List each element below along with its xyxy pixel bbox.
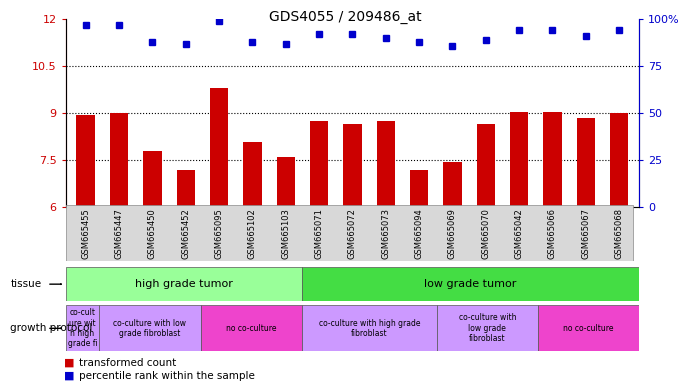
Text: co-culture with
low grade
fibroblast: co-culture with low grade fibroblast <box>459 313 516 343</box>
Bar <box>276 157 295 207</box>
Bar <box>210 88 228 207</box>
Text: GSM665066: GSM665066 <box>548 208 557 259</box>
Bar <box>243 142 262 207</box>
Bar <box>310 121 328 207</box>
Text: no co-culture: no co-culture <box>563 324 614 333</box>
Text: no co-culture: no co-culture <box>226 324 276 333</box>
Bar <box>410 170 428 207</box>
Bar <box>66 305 100 351</box>
Text: GDS4055 / 209486_at: GDS4055 / 209486_at <box>269 10 422 23</box>
Text: GSM665094: GSM665094 <box>415 208 424 259</box>
Text: GSM665095: GSM665095 <box>214 208 223 259</box>
Bar <box>377 121 395 207</box>
Bar <box>66 267 302 301</box>
Bar <box>302 267 639 301</box>
Bar <box>543 112 562 207</box>
Text: GSM665068: GSM665068 <box>615 208 624 259</box>
Text: GSM665447: GSM665447 <box>115 208 124 259</box>
Text: low grade tumor: low grade tumor <box>424 279 517 289</box>
Text: GSM665103: GSM665103 <box>281 208 290 259</box>
Bar <box>610 113 628 207</box>
Text: co-cult
ure wit
h high
grade fi: co-cult ure wit h high grade fi <box>68 308 97 348</box>
Text: growth protocol: growth protocol <box>10 323 93 333</box>
Text: high grade tumor: high grade tumor <box>135 279 233 289</box>
Text: GSM665073: GSM665073 <box>381 208 390 259</box>
Text: GSM665069: GSM665069 <box>448 208 457 259</box>
Bar <box>477 124 495 207</box>
Bar <box>510 112 529 207</box>
Text: transformed count: transformed count <box>79 358 177 368</box>
Text: GSM665042: GSM665042 <box>515 208 524 259</box>
Bar <box>302 305 437 351</box>
Text: tissue: tissue <box>10 279 41 289</box>
Bar <box>343 124 361 207</box>
Text: GSM665102: GSM665102 <box>248 208 257 259</box>
Bar <box>143 151 162 207</box>
Bar <box>443 162 462 207</box>
Text: GSM665455: GSM665455 <box>81 208 90 259</box>
Text: GSM665071: GSM665071 <box>314 208 323 259</box>
Text: ■: ■ <box>64 358 75 368</box>
Text: GSM665067: GSM665067 <box>581 208 590 259</box>
Text: percentile rank within the sample: percentile rank within the sample <box>79 371 256 381</box>
Text: GSM665072: GSM665072 <box>348 208 357 259</box>
Bar <box>77 115 95 207</box>
Bar <box>437 305 538 351</box>
Text: co-culture with low
grade fibroblast: co-culture with low grade fibroblast <box>113 319 187 338</box>
Bar <box>538 305 639 351</box>
Text: GSM665070: GSM665070 <box>482 208 491 259</box>
Text: co-culture with high grade
fibroblast: co-culture with high grade fibroblast <box>319 319 420 338</box>
Text: ■: ■ <box>64 371 75 381</box>
Bar <box>200 305 302 351</box>
Bar <box>577 118 595 207</box>
Text: GSM665450: GSM665450 <box>148 208 157 259</box>
Text: GSM665452: GSM665452 <box>181 208 190 259</box>
Bar <box>110 113 128 207</box>
Bar <box>100 305 200 351</box>
Bar <box>176 170 195 207</box>
